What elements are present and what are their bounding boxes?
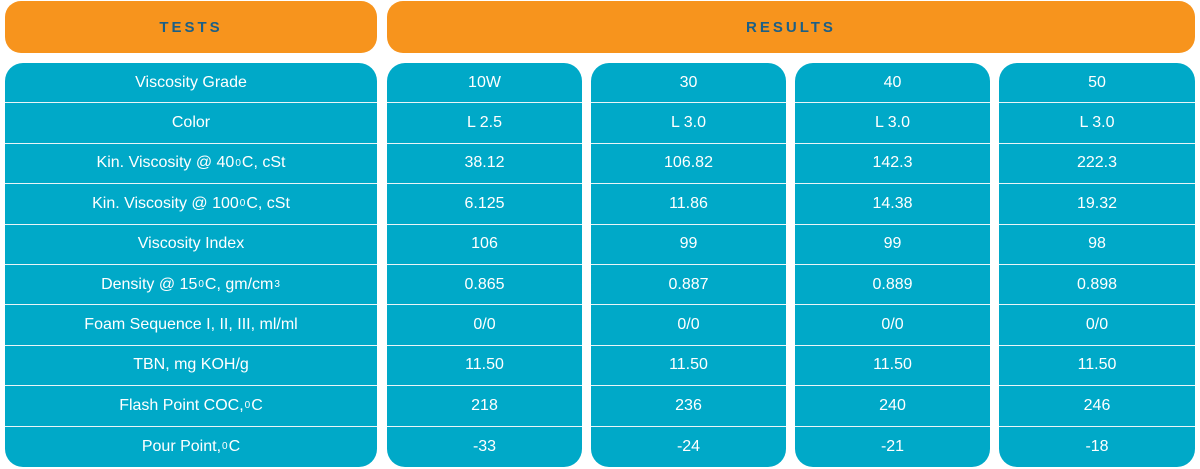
result-value-cell: -21 <box>880 437 905 455</box>
result-value-cell: -24 <box>676 437 701 455</box>
result-value-cell: 218 <box>387 386 582 427</box>
result-value-cell: 236 <box>591 386 786 427</box>
result-value-cell: 106.82 <box>591 144 786 185</box>
test-name-text: Foam Sequence I, II, III, ml/ml <box>84 316 298 334</box>
test-name-cell: Viscosity Index <box>5 225 377 265</box>
result-value-cell: 6.125 <box>387 184 582 225</box>
test-name-text: C, gm/cm <box>204 275 274 293</box>
result-value-cell: 40 <box>795 63 990 104</box>
result-value-cell: 0/0 <box>591 305 786 346</box>
result-value-cell: 0.887 <box>591 265 786 306</box>
result-value-cell: 11.50 <box>591 346 786 387</box>
result-value-cell: 142.3 <box>795 144 990 185</box>
test-name-text: Density @ 15 <box>101 275 198 293</box>
result-value-cell: 99 <box>591 225 786 265</box>
test-name-text: C <box>251 396 263 414</box>
result-value-cell: L 3.0 <box>999 103 1195 144</box>
result-value-cell: 38.12 <box>387 144 582 185</box>
test-name-text: Kin. Viscosity @ 40 <box>96 154 235 172</box>
result-value-cell: 0.889 <box>795 265 990 306</box>
result-value-cell: 246 <box>999 386 1195 427</box>
result-value-cell: L 3.0 <box>591 103 786 144</box>
test-name-text: TBN, mg KOH/g <box>133 356 249 374</box>
test-name-text: C, cSt <box>241 154 286 172</box>
result-value-cell: 0.865 <box>387 265 582 306</box>
test-name-cell: Kin. Viscosity @ 40 0 C, cSt <box>5 144 377 185</box>
results-column-2: 30 L 3.0 106.82 11.86 99 0.887 0/0 11.50 236 -24 <box>591 63 786 467</box>
result-value-cell: 11.86 <box>591 184 786 225</box>
test-name-cell: TBN, mg KOH/g <box>5 346 377 387</box>
results-header: RESULTS <box>387 1 1195 53</box>
test-name-cell: Color <box>5 103 377 144</box>
result-value-cell: 222.3 <box>999 144 1195 185</box>
results-column-3: 40 L 3.0 142.3 14.38 99 0.889 0/0 11.50 240 -21 <box>795 63 990 467</box>
test-name-cell: Foam Sequence I, II, III, ml/ml <box>5 305 377 346</box>
result-value-cell: 240 <box>795 386 990 427</box>
result-value-cell: 11.50 <box>387 346 582 387</box>
result-value-cell: 98 <box>999 225 1195 265</box>
test-name-cell: Kin. Viscosity @ 100 0 C, cSt <box>5 184 377 225</box>
test-name-text: C, cSt <box>246 194 290 212</box>
results-column-4: 50 L 3.0 222.3 19.32 98 0.898 0/0 11.50 246 -18 <box>999 63 1195 467</box>
result-value-cell: -18 <box>1085 437 1109 455</box>
result-value-cell: 106 <box>387 225 582 265</box>
tests-column: Viscosity Grade Color Kin. Viscosity @ 40 … <box>5 63 377 467</box>
result-value-cell: 14.38 <box>795 184 990 225</box>
tests-header: TESTS <box>5 1 377 53</box>
test-name-text: Flash Point COC, <box>119 396 244 414</box>
superscript: 0 <box>235 157 241 169</box>
superscript: 0 <box>198 279 204 291</box>
result-value-cell: 30 <box>591 63 786 104</box>
test-name-text: Viscosity Index <box>137 235 245 253</box>
result-value-cell: 11.50 <box>795 346 990 387</box>
result-value-cell: 19.32 <box>999 184 1195 225</box>
result-value-cell: 99 <box>795 225 990 265</box>
result-value-cell: 0/0 <box>387 305 582 346</box>
superscript: 0 <box>222 441 228 453</box>
test-name-cell: Density @ 15 0 C, gm/cm 3 <box>5 265 377 306</box>
result-value-cell: 0.898 <box>999 265 1195 306</box>
result-value-cell: 11.50 <box>999 346 1195 387</box>
test-name-text: Pour Point, <box>141 437 222 455</box>
result-value-cell: -33 <box>472 437 497 455</box>
result-value-cell: 50 <box>999 63 1195 104</box>
results-column-1: 10W L 2.5 38.12 6.125 106 0.865 0/0 11.50 218 -33 <box>387 63 582 467</box>
superscript: 3 <box>274 279 280 291</box>
test-name-text: Color <box>171 114 211 132</box>
test-name-cell: Viscosity Grade <box>5 63 377 104</box>
result-value-cell: 0/0 <box>795 305 990 346</box>
result-value-cell: L 3.0 <box>795 103 990 144</box>
result-value-cell: 0/0 <box>999 305 1195 346</box>
test-name-text: C <box>228 437 241 455</box>
superscript: 0 <box>244 400 251 412</box>
superscript: 0 <box>239 198 246 210</box>
test-name-text: Kin. Viscosity @ 100 <box>92 194 239 212</box>
result-value-cell: 10W <box>387 63 582 104</box>
result-value-cell: L 2.5 <box>387 103 582 144</box>
test-name-cell: Pour Point, 0 C <box>5 427 377 467</box>
test-name-text: Viscosity Grade <box>135 73 247 91</box>
